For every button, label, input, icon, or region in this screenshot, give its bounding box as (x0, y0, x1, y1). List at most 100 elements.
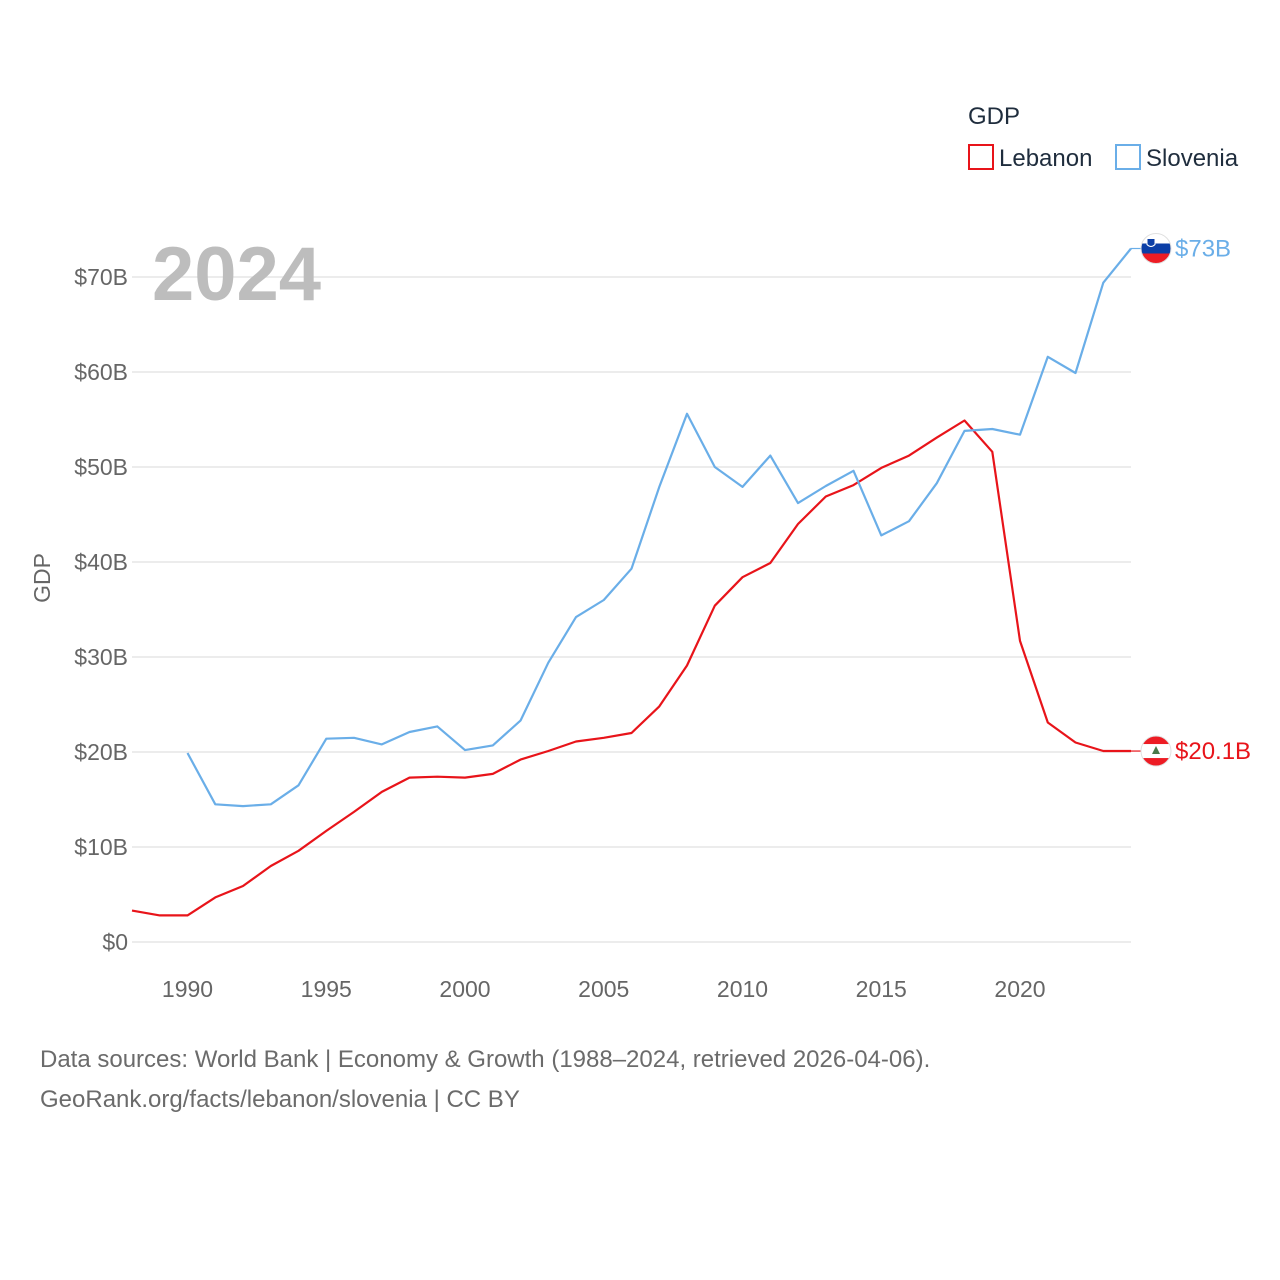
data-point-lebanon (296, 848, 302, 854)
data-source-footer: Data sources: World Bank | Economy & Gro… (40, 1040, 1240, 1120)
x-tick-label: 2000 (439, 976, 490, 1002)
series-line-lebanon (131, 419, 1131, 917)
data-point-lebanon (740, 574, 746, 580)
year-label: 2024 (152, 232, 321, 317)
data-point-lebanon (1073, 740, 1079, 746)
data-point-slovenia (490, 742, 496, 748)
data-point-slovenia (601, 597, 607, 603)
data-point-lebanon (656, 703, 662, 709)
data-point-slovenia (878, 532, 884, 538)
data-point-slovenia (934, 480, 940, 486)
flag-stripe (1141, 253, 1171, 264)
flag-ring (1140, 233, 1172, 264)
data-point-slovenia (1100, 280, 1106, 286)
data-point-lebanon (1100, 748, 1106, 754)
x-tick-label: 2010 (717, 976, 768, 1002)
data-point-lebanon (545, 748, 551, 754)
data-point-lebanon (129, 908, 135, 914)
data-point-slovenia (906, 518, 912, 524)
data-point-slovenia (268, 801, 274, 807)
end-value-label-lebanon: $20.1B (1175, 738, 1251, 765)
grid-lines (132, 276, 1131, 943)
legend-title: GDP (968, 103, 1020, 130)
data-point-slovenia (823, 483, 829, 489)
y-axis-title: GDP (29, 553, 55, 603)
data-point-slovenia (462, 747, 468, 753)
y-tick-label: $20B (74, 739, 128, 765)
end-value-label-slovenia: $73B (1175, 236, 1231, 263)
data-point-slovenia (1073, 370, 1079, 376)
data-point-lebanon (851, 482, 857, 488)
coat-of-arms-icon (1146, 238, 1156, 247)
data-point-lebanon (601, 735, 607, 741)
source-link[interactable]: GeoRank.org/facts/lebanon/slovenia | CC … (40, 1086, 520, 1113)
data-point-lebanon (351, 809, 357, 815)
data-point-lebanon (379, 789, 385, 795)
data-point-slovenia (684, 411, 690, 417)
y-tick-label: $60B (74, 359, 128, 385)
series-line-slovenia (186, 247, 1132, 808)
data-point-lebanon (989, 449, 995, 455)
data-point-lebanon (795, 521, 801, 527)
legend-swatch-lebanon[interactable] (968, 144, 994, 170)
data-point-lebanon (878, 465, 884, 471)
data-point-slovenia (518, 718, 524, 724)
data-point-slovenia (851, 468, 857, 474)
data-point-slovenia (712, 464, 718, 470)
data-point-slovenia (767, 453, 773, 459)
data-point-lebanon (407, 775, 413, 781)
data-point-lebanon (712, 603, 718, 609)
x-tick-label: 2015 (856, 976, 907, 1002)
cedar-icon (1152, 746, 1160, 755)
data-point-slovenia (1045, 354, 1051, 360)
series-end-markers: $20.1B $73B (1131, 233, 1251, 767)
data-point-lebanon (323, 828, 329, 834)
data-point-slovenia (573, 614, 579, 620)
data-point-lebanon (157, 912, 163, 918)
y-tick-label: $70B (74, 264, 128, 290)
data-point-slovenia (656, 484, 662, 490)
data-point-slovenia (296, 782, 302, 788)
y-tick-label: $30B (74, 644, 128, 670)
data-point-slovenia (545, 660, 551, 666)
y-tick-label: $50B (74, 454, 128, 480)
data-point-slovenia (434, 723, 440, 729)
data-point-lebanon (1017, 638, 1023, 644)
y-axis-ticks: $0 $10B $20B $30B $40B $50B $60B $70B (74, 264, 128, 955)
x-axis-ticks: 1990 1995 2000 2005 2010 2015 2020 (162, 976, 1046, 1002)
data-point-lebanon (823, 493, 829, 499)
slovenia-flag-icon (1140, 233, 1172, 264)
data-point-slovenia (185, 750, 191, 756)
flag-body (1141, 233, 1171, 264)
data-point-slovenia (379, 741, 385, 747)
y-tick-label: $10B (74, 834, 128, 860)
data-point-slovenia (740, 484, 746, 490)
data-point-lebanon (573, 739, 579, 745)
data-point-lebanon (518, 757, 524, 763)
data-point-slovenia (629, 566, 635, 572)
x-tick-label: 2020 (994, 976, 1045, 1002)
data-point-slovenia (407, 729, 413, 735)
legend-label-slovenia[interactable]: Slovenia (1146, 145, 1239, 172)
y-tick-label: $0 (102, 929, 128, 955)
data-point-slovenia (795, 500, 801, 506)
data-point-slovenia (240, 803, 246, 809)
data-point-lebanon (684, 663, 690, 669)
legend: GDP Lebanon Slovenia (968, 103, 1239, 172)
series-lines (129, 247, 1132, 918)
data-point-lebanon (434, 774, 440, 780)
data-point-lebanon (268, 863, 274, 869)
data-point-lebanon (767, 560, 773, 566)
flag-stripe (1141, 243, 1171, 254)
data-point-lebanon (962, 417, 968, 423)
data-point-slovenia (212, 801, 218, 807)
legend-label-lebanon[interactable]: Lebanon (999, 145, 1092, 172)
legend-swatch-slovenia[interactable] (1115, 144, 1141, 170)
data-point-lebanon (212, 894, 218, 900)
x-tick-label: 1990 (162, 976, 213, 1002)
data-point-slovenia (351, 735, 357, 741)
data-point-lebanon (240, 883, 246, 889)
data-point-lebanon (1045, 720, 1051, 726)
flag-ring (1140, 735, 1172, 767)
x-tick-label: 1995 (301, 976, 352, 1002)
